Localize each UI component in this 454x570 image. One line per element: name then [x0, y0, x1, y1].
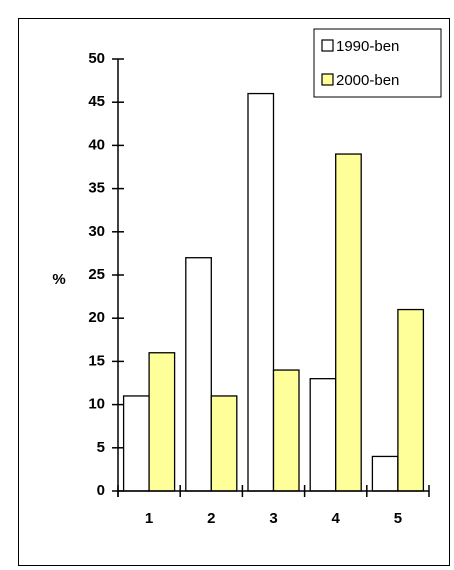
x-tick-label: 1: [145, 510, 153, 527]
legend-box: [313, 28, 442, 98]
y-tick-label: 10: [88, 396, 105, 413]
x-tick-label: 2: [207, 510, 215, 527]
bars: [122, 92, 425, 492]
x-tick-label: 5: [394, 510, 402, 527]
bar-2000-ben-2: [210, 395, 238, 492]
legend-label-2000: 2000-ben: [336, 72, 399, 89]
bar-1990-ben-4: [309, 378, 337, 492]
y-axis-label: %: [52, 271, 65, 288]
legend-swatch-1990: [321, 39, 334, 52]
x-tick-label: 4: [332, 510, 341, 527]
y-tick-label: 35: [88, 180, 105, 197]
y-tick-label: 0: [97, 482, 105, 499]
axes: [112, 58, 430, 497]
y-tick-label: 15: [88, 352, 105, 369]
legend-swatch-2000: [321, 73, 334, 86]
bar-2000-ben-5: [397, 308, 425, 492]
bar-1990-ben-3: [247, 92, 275, 492]
bar-1990-ben-2: [185, 257, 212, 492]
legend-label-1990: 1990-ben: [336, 38, 399, 55]
bar-1990-ben-1: [122, 395, 150, 492]
y-tick-label: 40: [88, 136, 105, 153]
y-tick-label: 45: [88, 93, 105, 110]
bar-2000-ben-4: [335, 153, 362, 492]
x-tick-label: 3: [269, 510, 277, 527]
bar-2000-ben-1: [148, 352, 176, 492]
bar-1990-ben-5: [371, 455, 399, 492]
y-tick-label: 5: [97, 439, 105, 456]
bar-2000-ben-3: [272, 369, 300, 492]
y-tick-label: 20: [88, 309, 105, 326]
y-tick-label: 25: [88, 266, 105, 283]
legend: 1990-ben 2000-ben: [313, 28, 442, 98]
chart-frame: 0 5 10 15 20 25 30 35 40 45 50 1 2 3 4 5 % 1990-ben 200…: [18, 18, 450, 566]
y-tick-label: 30: [88, 223, 105, 240]
y-tick-label: 50: [88, 50, 105, 67]
